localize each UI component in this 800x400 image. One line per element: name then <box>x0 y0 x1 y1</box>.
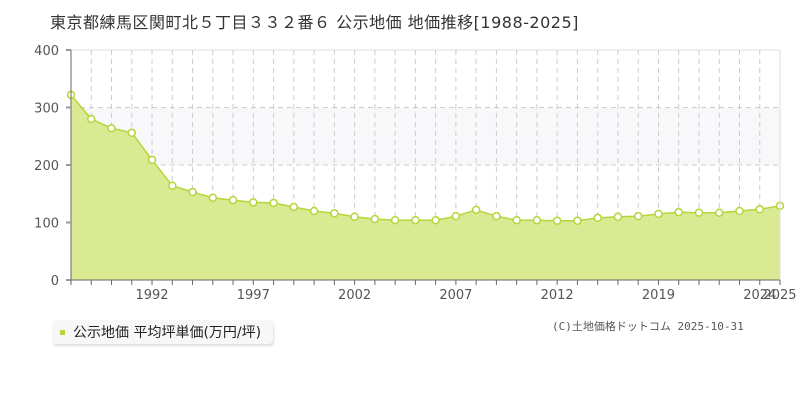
svg-text:400: 400 <box>34 44 59 59</box>
svg-text:100: 100 <box>34 217 59 232</box>
area-chart: 0 100 200 300 400 1992 1997 2002 2007 2012 2019 20… <box>34 44 796 303</box>
svg-text:2024: 2024 <box>743 288 776 303</box>
svg-text:300: 300 <box>34 102 59 117</box>
credit-text: (C)土地価格ドットコム 2025-10-31 <box>552 320 744 333</box>
svg-text:1997: 1997 <box>237 288 270 303</box>
legend-label: 公示地価 平均坪単価(万円/坪) <box>73 325 262 341</box>
area-fill <box>71 94 780 280</box>
svg-text:200: 200 <box>34 159 59 174</box>
svg-text:2007: 2007 <box>439 288 472 303</box>
svg-text:2012: 2012 <box>541 288 574 303</box>
svg-text:2025: 2025 <box>763 288 796 303</box>
chart-title: 東京都練馬区関町北５丁目３３２番６ 公示地価 地価推移[1988-2025] <box>50 13 579 32</box>
highlight-band <box>71 108 780 165</box>
legend-swatch-icon <box>60 329 65 335</box>
svg-text:2019: 2019 <box>642 288 675 303</box>
svg-text:1992: 1992 <box>135 288 168 303</box>
axes <box>66 49 781 285</box>
svg-text:0: 0 <box>51 274 59 289</box>
data-points <box>66 90 785 226</box>
legend: 公示地価 平均坪単価(万円/坪) <box>52 320 274 344</box>
y-axis-labels: 0 100 200 300 400 <box>34 44 59 289</box>
svg-text:2002: 2002 <box>338 288 371 303</box>
